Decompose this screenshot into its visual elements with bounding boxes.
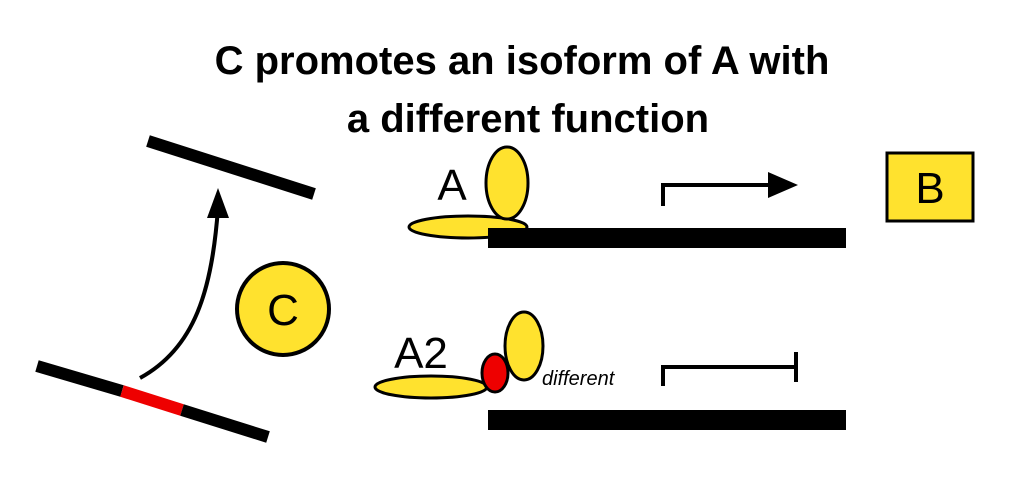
gene-b-label: B: [915, 164, 944, 213]
different-label: different: [542, 368, 616, 390]
title-line-2: a different function: [347, 97, 709, 141]
protein-a2-lower-domain: [373, 374, 489, 400]
promoter-arrow-active: [661, 183, 778, 206]
protein-a2-upper-domain: [503, 310, 545, 382]
spliced-transcript-bar: [146, 135, 316, 200]
protein-c-circle: [235, 261, 331, 357]
unspliced-transcript-left: [35, 360, 124, 397]
promoter-blocked: [661, 365, 796, 386]
gene-b-box: [885, 151, 975, 223]
splice-variant-domain: [480, 352, 510, 394]
unspliced-transcript-right: [180, 404, 270, 443]
protein-a-label: A: [437, 161, 467, 210]
splice-region-segment: [120, 385, 184, 416]
promoter-arrowhead: [768, 172, 798, 198]
splicing-arrowhead: [207, 188, 229, 218]
title-line-1: C promotes an isoform of A with: [215, 39, 830, 83]
protein-c-label: C: [267, 286, 299, 335]
splicing-arrow: [139, 207, 220, 380]
protein-a-upper-domain: [484, 145, 530, 221]
protein-a2-label: A2: [394, 329, 448, 378]
